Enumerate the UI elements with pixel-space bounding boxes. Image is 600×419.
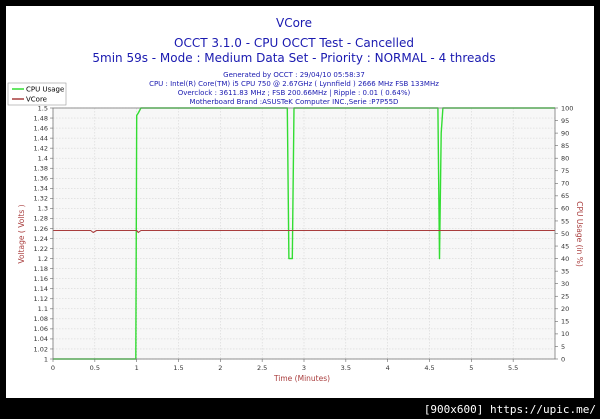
x-tick-label: 5.5 — [508, 364, 518, 372]
y-left-tick-label: 1.16 — [34, 275, 48, 283]
y-right-tick-label: 85 — [561, 142, 569, 150]
y-left-tick-label: 1.2 — [38, 255, 48, 263]
y-right-tick-label: 75 — [561, 167, 569, 175]
y-left-tick-label: 1 — [44, 355, 48, 363]
y-left-tick-label: 1.5 — [38, 104, 48, 112]
y-right-tick-label: 70 — [561, 180, 569, 188]
y-left-tick-label: 1.44 — [34, 134, 48, 142]
y-left-tick-label: 1.42 — [34, 144, 48, 152]
x-tick-label: 3.5 — [341, 364, 351, 372]
y-left-tick-label: 1.14 — [34, 285, 48, 293]
chart-subtitle-1: OCCT 3.1.0 - CPU OCCT Test - Cancelled — [174, 36, 414, 50]
x-tick-label: 1.5 — [173, 364, 183, 372]
series-layer — [53, 107, 555, 360]
x-tick-label: 4.5 — [424, 364, 434, 372]
y-left-tick-label: 1.38 — [34, 165, 48, 173]
y-right-tick-label: 25 — [561, 293, 569, 301]
y-right-tick-label: 95 — [561, 117, 569, 125]
chart-subtitle-2: 5min 59s - Mode : Medium Data Set - Prio… — [92, 51, 495, 65]
y-left-tick-label: 1.18 — [34, 265, 48, 273]
series-line-cpu-usage — [53, 107, 555, 360]
y-right-tick-label: 50 — [561, 230, 569, 238]
y-left-tick-label: 1.34 — [34, 185, 48, 193]
x-tick-label: 4 — [386, 364, 390, 372]
y-right-tick-label: 20 — [561, 305, 569, 313]
y-right-tick-label: 15 — [561, 318, 569, 326]
x-tick-label: 0 — [51, 364, 55, 372]
y-right-tick-label: 45 — [561, 242, 569, 250]
legend-label-vcore: VCore — [26, 96, 47, 104]
y-left-tick-label: 1.46 — [34, 124, 48, 132]
series-line-vcore — [53, 229, 555, 234]
y-left-tick-label: 1.06 — [34, 325, 48, 333]
y-right-tick-label: 65 — [561, 192, 569, 200]
y-left-tick-label: 1.28 — [34, 215, 48, 223]
watermark: [900x600] https://upic.me/ — [423, 403, 596, 416]
y-axis-left-label: Voltage ( Volts ) — [17, 204, 26, 263]
x-tick-label: 2 — [218, 364, 222, 372]
x-tick-label: 5 — [469, 364, 473, 372]
y-left-tick-label: 1.08 — [34, 315, 48, 323]
y-right-tick-label: 90 — [561, 129, 569, 137]
y-right-tick-label: 10 — [561, 330, 569, 338]
chart: VCore OCCT 3.1.0 - CPU OCCT Test - Cance… — [7, 16, 584, 383]
y-left-tick-label: 1.12 — [34, 295, 48, 303]
y-left-tick-label: 1.48 — [34, 114, 48, 122]
y-right-tick-label: 5 — [561, 343, 565, 351]
y-left-tick-label: 1.3 — [38, 205, 48, 213]
ticks: 1 1.02 1.04 1.06 1.08 1.1 1.12 1.14 1.16 1.18 1.2 1… — [34, 104, 574, 372]
x-tick-label: 2.5 — [257, 364, 267, 372]
legend-label-cpu-usage: CPU Usage — [26, 86, 64, 94]
x-tick-label: 0.5 — [90, 364, 100, 372]
y-left-tick-label: 1.4 — [38, 155, 48, 163]
y-left-tick-label: 1.22 — [34, 245, 48, 253]
y-left-tick-label: 1.32 — [34, 195, 48, 203]
y-right-tick-label: 0 — [561, 355, 565, 363]
y-right-tick-label: 30 — [561, 280, 569, 288]
chart-title: VCore — [276, 16, 312, 30]
info-line-2: Overclock : 3611.83 MHz ; FSB 200.66MHz … — [178, 89, 411, 97]
y-right-tick-label: 60 — [561, 205, 569, 213]
info-line-1: CPU : Intel(R) Core(TM) i5 CPU 750 @ 2.6… — [149, 80, 439, 88]
y-right-tick-label: 35 — [561, 267, 569, 275]
y-right-tick-label: 80 — [561, 155, 569, 163]
x-tick-label: 3 — [302, 364, 306, 372]
y-right-tick-label: 55 — [561, 217, 569, 225]
info-line-3: Motherboard Brand :ASUSTeK Computer INC.… — [190, 98, 399, 106]
y-left-tick-label: 1.02 — [34, 345, 48, 353]
y-left-tick-label: 1.04 — [34, 335, 48, 343]
y-left-tick-label: 1.26 — [34, 225, 48, 233]
y-right-tick-label: 100 — [561, 104, 573, 112]
x-axis-label: Time (Minutes) — [273, 374, 330, 383]
y-left-tick-label: 1.24 — [34, 235, 48, 243]
y-right-tick-label: 40 — [561, 255, 569, 263]
y-left-tick-label: 1.1 — [38, 305, 48, 313]
info-line-0: Generated by OCCT : 29/04/10 05:58:37 — [223, 71, 365, 79]
x-tick-label: 1 — [135, 364, 139, 372]
y-axis-right-label: CPU Usage (in %) — [575, 201, 584, 267]
chart-frame: VCore OCCT 3.1.0 - CPU OCCT Test - Cance… — [6, 6, 594, 398]
y-left-tick-label: 1.36 — [34, 175, 48, 183]
legend: CPU Usage VCore — [7, 82, 67, 106]
